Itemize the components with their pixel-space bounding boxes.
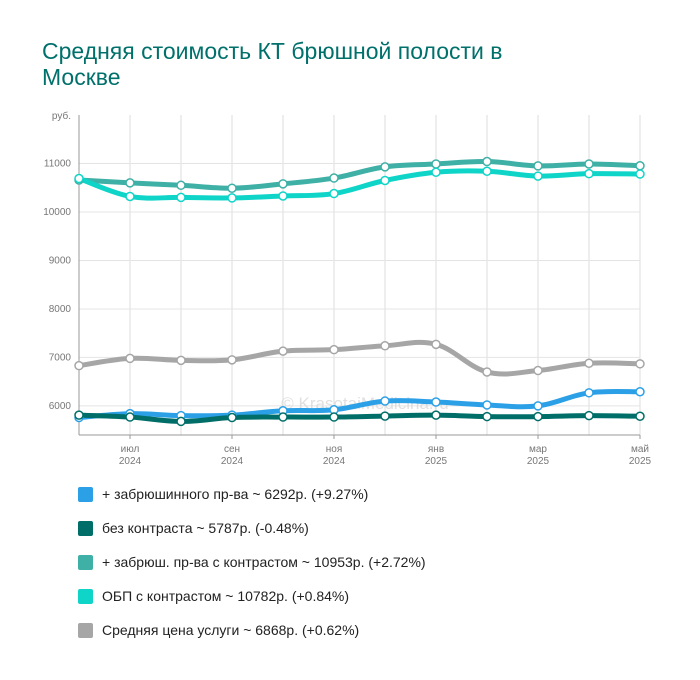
series-3-point [635, 161, 645, 171]
chart-legend: + забрюшинного пр-ва ~ 6292р. (+9.27%) бе… [78, 484, 426, 654]
legend-item: + забрюш. пр-ва с контрастом ~ 10953р. (… [78, 552, 426, 572]
series-1-point [482, 400, 492, 410]
series-4-point [431, 167, 441, 177]
series-3-point [482, 156, 492, 167]
series-2-point [533, 411, 543, 422]
legend-label: ОБП с контрастом ~ 10782р. (+0.84%) [102, 588, 350, 604]
legend-label: Средняя цена услуги ~ 6868р. (+0.62%) [102, 622, 360, 638]
series-2-point [176, 416, 186, 427]
series-2-point [380, 411, 390, 421]
series-5-point [329, 344, 339, 355]
series-4-point [635, 169, 645, 179]
x-tick-label-year: 2025 [629, 456, 652, 467]
series-1-point [584, 388, 594, 398]
y-tick-label: 11000 [44, 158, 72, 169]
x-tick-label-year: 2024 [323, 456, 346, 467]
series-5-point [380, 341, 390, 351]
series-2-point [329, 412, 339, 422]
x-tick-label-year: 2024 [221, 456, 244, 467]
series-4-point [176, 192, 186, 203]
x-tick-label-month: май [631, 444, 649, 455]
legend-item: без контраста ~ 5787р. (-0.48%) [78, 518, 426, 538]
series-4-point [227, 193, 237, 203]
series-3-point [329, 173, 339, 183]
y-axis-unit-label: руб. [52, 110, 71, 122]
series-5-point [74, 360, 84, 371]
series-4-point [329, 188, 339, 199]
series-4-point [278, 191, 288, 201]
series-5-point [431, 339, 441, 350]
series-2-point [278, 412, 288, 422]
x-tick-label-year: 2025 [425, 456, 448, 467]
series-5-point [278, 346, 288, 356]
series-5-point [533, 365, 543, 376]
x-tick-label-month: июл [121, 444, 140, 455]
series-3-point [380, 162, 390, 172]
legend-swatch [78, 520, 93, 536]
line-chart: 60007000800090001000011000руб.июл2024сен… [43, 110, 652, 467]
y-tick-label: 8000 [49, 304, 72, 315]
series-5-point [584, 358, 594, 368]
series-2-point [584, 410, 594, 421]
series-5-point [176, 355, 186, 366]
legend-swatch [78, 486, 93, 502]
series-3-point [125, 178, 135, 188]
x-tick-label-month: сен [224, 444, 240, 455]
x-tick-label-year: 2024 [119, 456, 142, 467]
series-2-point [635, 411, 645, 421]
series-3-point [176, 180, 186, 191]
series-3-point [278, 179, 288, 189]
legend-swatch [78, 554, 93, 570]
legend-item: Средняя цена услуги ~ 6868р. (+0.62%) [78, 620, 426, 640]
legend-label: + забрюш. пр-ва с контрастом ~ 10953р. (… [102, 554, 426, 570]
series-3-point [227, 183, 237, 193]
legend-item: ОБП с контрастом ~ 10782р. (+0.84%) [78, 586, 426, 606]
series-4-point [584, 168, 594, 179]
series-2-point [125, 412, 135, 422]
series-2-point [74, 410, 84, 420]
x-tick-label-month: мар [529, 444, 547, 455]
y-tick-label: 10000 [43, 207, 71, 218]
x-tick-label-month: янв [428, 444, 444, 455]
series-2-point [431, 410, 441, 420]
series-1-point [431, 397, 441, 407]
series-3-point [533, 161, 543, 171]
chart-title: Средняя стоимость КТ брюшной полости в М… [42, 38, 503, 90]
x-tick-label-month: ноя [326, 444, 343, 455]
series-1-point [533, 401, 543, 411]
y-tick-label: 6000 [49, 401, 72, 412]
series-5-point [227, 355, 237, 365]
series-4-point [125, 191, 135, 202]
series-4-point [533, 171, 543, 181]
series-2-point [227, 412, 237, 423]
series-4-point [74, 173, 84, 184]
legend-label: без контраста ~ 5787р. (-0.48%) [102, 520, 309, 536]
legend-swatch [78, 622, 93, 638]
y-tick-label: 9000 [49, 255, 72, 266]
series-1-point [635, 387, 645, 397]
series-4-point [380, 175, 390, 186]
legend-item: + забрюшинного пр-ва ~ 6292р. (+9.27%) [78, 484, 426, 504]
series-3-point [584, 159, 594, 169]
y-tick-label: 7000 [49, 352, 72, 363]
series-5-point [482, 367, 492, 377]
series-4-point [482, 166, 492, 176]
series-line-5 [76, 339, 643, 377]
series-2-point [482, 411, 492, 422]
x-tick-label-year: 2025 [527, 456, 550, 467]
series-5-point [125, 353, 135, 364]
legend-label: + забрюшинного пр-ва ~ 6292р. (+9.27%) [102, 486, 369, 502]
series-1-point [380, 396, 390, 406]
legend-swatch [78, 588, 93, 604]
series-5-point [635, 359, 645, 369]
series-3-point [431, 159, 441, 169]
